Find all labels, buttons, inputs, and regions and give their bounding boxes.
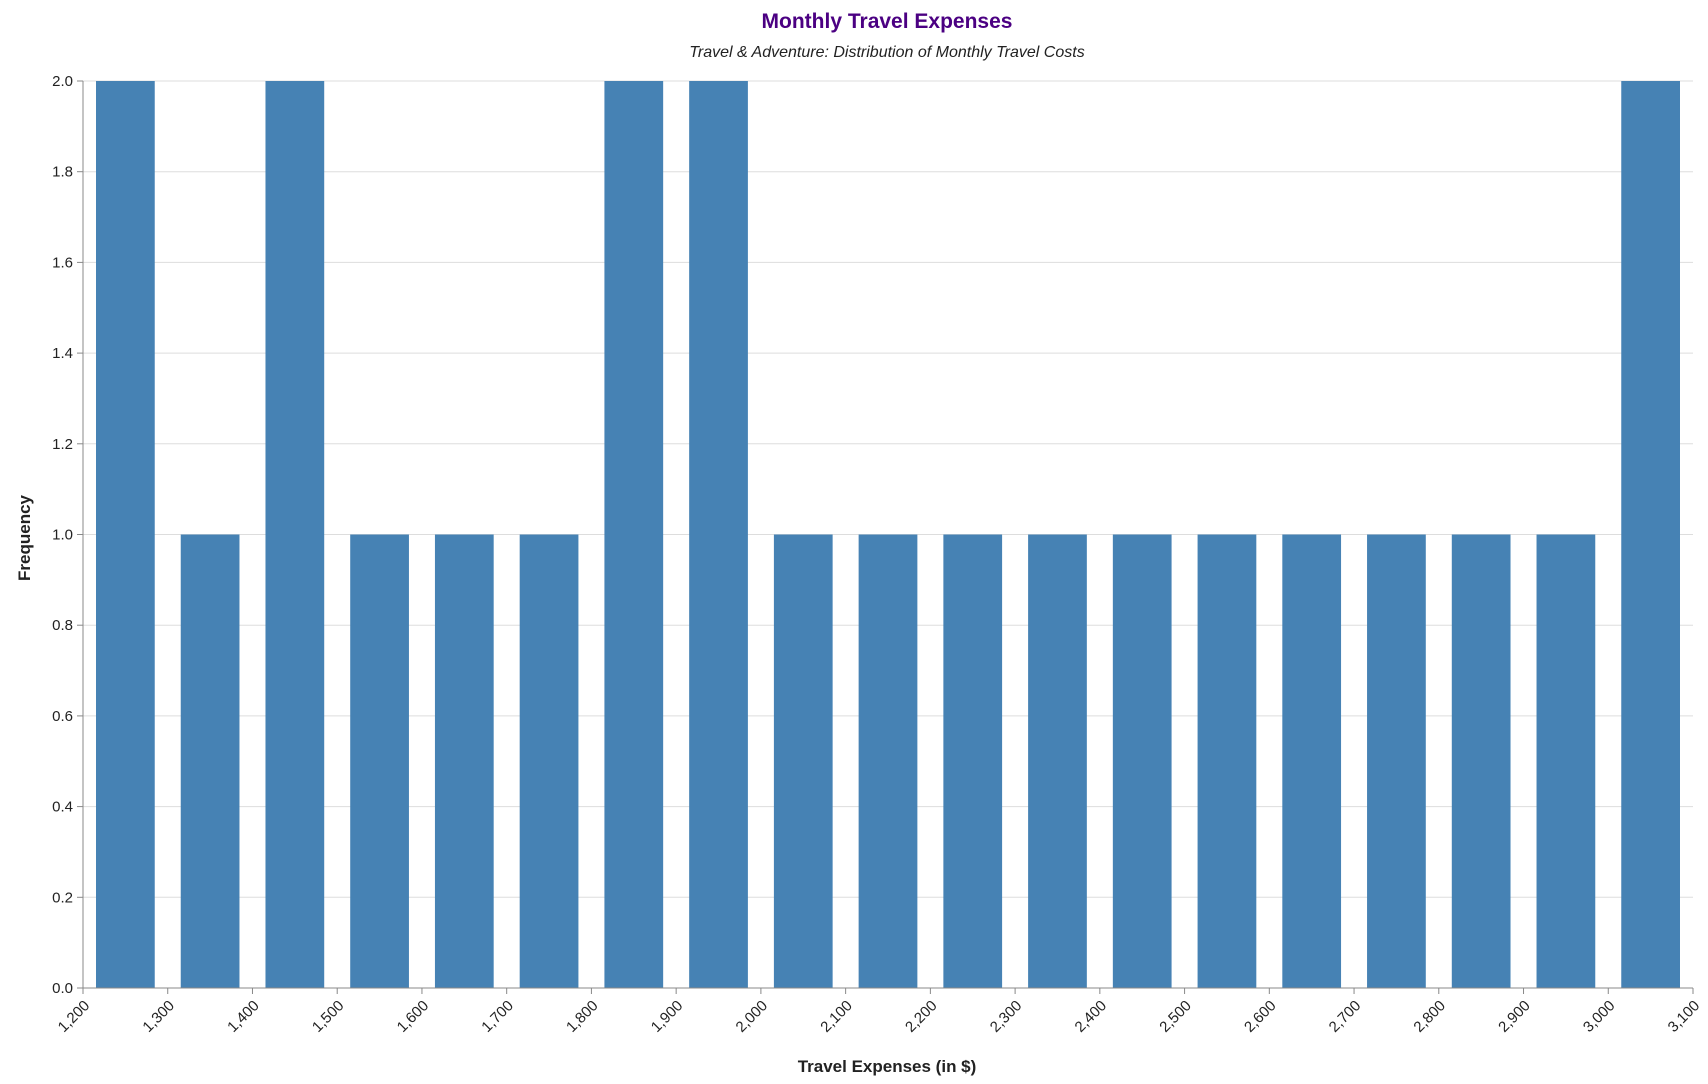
histogram-bar bbox=[96, 81, 155, 988]
x-tick-label: 2,500 bbox=[1156, 997, 1195, 1036]
x-tick-label: 1,200 bbox=[55, 997, 94, 1036]
histogram-bar bbox=[1367, 534, 1426, 988]
histogram-bar bbox=[180, 534, 240, 988]
histogram-bar bbox=[519, 534, 579, 988]
histogram-bar bbox=[858, 534, 918, 988]
y-tick-label: 0.0 bbox=[52, 980, 73, 997]
x-tick-label: 1,900 bbox=[648, 997, 687, 1036]
x-tick-label: 2,200 bbox=[902, 997, 941, 1036]
x-tick-label: 2,600 bbox=[1241, 997, 1280, 1036]
y-tick-label: 0.2 bbox=[52, 889, 73, 906]
x-axis-title: Travel Expenses (in $) bbox=[798, 1057, 977, 1076]
histogram-bar bbox=[1028, 534, 1087, 988]
x-tick-label: 1,500 bbox=[309, 997, 348, 1036]
x-tick-label: 2,800 bbox=[1410, 997, 1449, 1036]
histogram-bar bbox=[689, 81, 748, 988]
x-tick-label: 2,900 bbox=[1495, 997, 1534, 1036]
x-tick-label: 3,100 bbox=[1665, 997, 1704, 1036]
histogram-bar bbox=[1282, 534, 1342, 988]
x-tick-label: 2,700 bbox=[1326, 997, 1365, 1036]
x-axis-ticks: 1,200 1,300 1,400 1,500 1,600 1,700 1,800 1,900… bbox=[55, 988, 1704, 1036]
histogram-bar bbox=[434, 534, 494, 988]
histogram-bar bbox=[1621, 81, 1680, 988]
histogram-bar bbox=[1451, 534, 1511, 988]
x-tick-label: 1,800 bbox=[563, 997, 602, 1036]
y-tick-label: 1.8 bbox=[52, 164, 73, 181]
x-tick-label: 1,300 bbox=[139, 997, 178, 1036]
histogram-bar bbox=[350, 534, 409, 988]
histogram-bar bbox=[1112, 534, 1172, 988]
histogram-bar bbox=[265, 81, 325, 988]
histogram-bar bbox=[1536, 534, 1596, 988]
histogram-bar bbox=[943, 534, 1003, 988]
y-tick-label: 2.0 bbox=[52, 73, 73, 90]
y-tick-label: 1.6 bbox=[52, 254, 73, 271]
x-tick-label: 2,100 bbox=[817, 997, 856, 1036]
y-axis-ticks: 0.0 0.2 0.4 0.6 0.8 1.0 1.2 1.4 1.6 1.8 2.0 bbox=[52, 73, 83, 997]
x-tick-label: 2,400 bbox=[1072, 997, 1111, 1036]
y-axis-title: Frequency bbox=[15, 494, 34, 581]
y-tick-label: 0.8 bbox=[52, 617, 73, 634]
y-tick-label: 1.4 bbox=[52, 345, 73, 362]
y-tick-label: 0.4 bbox=[52, 799, 73, 816]
histogram-bar bbox=[773, 534, 833, 988]
histogram-bar bbox=[604, 81, 664, 988]
x-tick-label: 3,000 bbox=[1580, 997, 1619, 1036]
x-tick-label: 1,400 bbox=[224, 997, 263, 1036]
y-tick-label: 1.2 bbox=[52, 436, 73, 453]
y-tick-label: 1.0 bbox=[52, 527, 73, 544]
x-tick-label: 2,000 bbox=[733, 997, 772, 1036]
x-tick-label: 1,700 bbox=[478, 997, 517, 1036]
chart-subtitle: Travel & Adventure: Distribution of Mont… bbox=[689, 44, 1084, 61]
y-tick-label: 0.6 bbox=[52, 708, 73, 725]
chart-title: Monthly Travel Expenses bbox=[762, 10, 1013, 33]
bars bbox=[96, 81, 1680, 988]
histogram-bar bbox=[1197, 534, 1257, 988]
x-tick-label: 1,600 bbox=[394, 997, 433, 1036]
x-tick-label: 2,300 bbox=[987, 997, 1026, 1036]
